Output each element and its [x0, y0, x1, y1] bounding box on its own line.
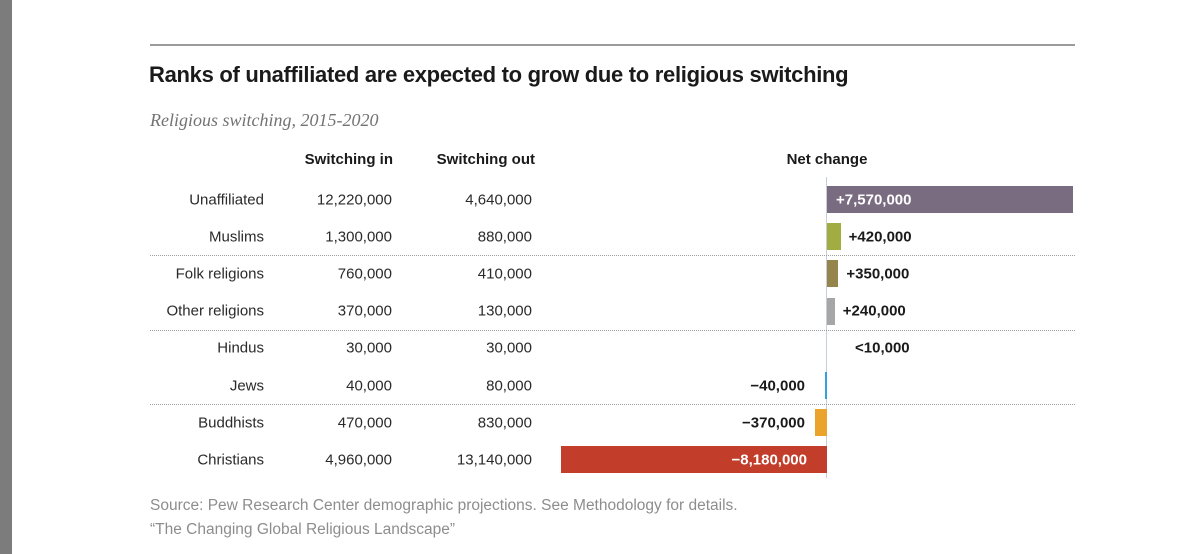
net-change-value: −370,000	[742, 414, 805, 432]
switching-in-value: 370,000	[337, 302, 392, 320]
chart-subtitle: Religious switching, 2015-2020	[150, 110, 379, 130]
table-row: Unaffiliated 12,220,000 4,640,000 +7,570…	[0, 181, 1199, 218]
net-change-bar	[827, 297, 835, 325]
religion-label: Christians	[197, 451, 264, 469]
net-change-bar	[825, 371, 827, 399]
dotted-separator	[150, 329, 1075, 331]
zero-axis-line	[826, 177, 827, 478]
table-row: Jews 40,000 80,000 −40,000	[0, 367, 1199, 404]
switching-in-value: 30,000	[346, 339, 392, 357]
religion-label: Buddhists	[198, 414, 264, 432]
switching-in-value: 470,000	[337, 414, 392, 432]
net-change-value: −8,180,000	[731, 451, 808, 469]
table-row: Folk religions 760,000 410,000 +350,000	[0, 255, 1199, 292]
religion-label: Folk religions	[175, 265, 264, 283]
net-change-value: −40,000	[750, 377, 805, 395]
religion-label: Unaffiliated	[189, 191, 264, 209]
net-change-bar	[827, 223, 841, 251]
citation-title: “The Changing Global Religious Landscape…	[150, 521, 456, 538]
switching-out-value: 80,000	[486, 377, 532, 395]
top-divider-rule	[150, 44, 1075, 46]
table-row: Hindus 30,000 30,000 <10,000	[0, 330, 1199, 367]
switching-out-value: 130,000	[477, 302, 532, 320]
net-change-value: +7,570,000	[836, 191, 912, 209]
religion-label: Hindus	[217, 339, 264, 357]
column-header-switching-out: Switching out	[436, 151, 535, 168]
switching-out-value: 4,640,000	[465, 191, 532, 209]
switching-out-value: 880,000	[477, 228, 532, 246]
net-change-value: <10,000	[855, 339, 910, 357]
switching-out-value: 13,140,000	[456, 451, 532, 469]
switching-in-value: 40,000	[346, 377, 392, 395]
dotted-separator	[150, 255, 1075, 257]
net-change-value: +420,000	[848, 228, 912, 246]
column-header-net-change: Net change	[786, 151, 868, 168]
net-change-bar	[827, 186, 1074, 213]
switching-in-value: 4,960,000	[325, 451, 392, 469]
table-row: Christians 4,960,000 13,140,000 −8,180,0…	[0, 441, 1199, 478]
net-change-bar	[561, 446, 827, 474]
column-header-switching-in: Switching in	[304, 151, 393, 168]
switching-in-value: 1,300,000	[325, 228, 392, 246]
net-change-bar	[814, 409, 827, 437]
switching-out-value: 410,000	[477, 265, 532, 283]
religion-label: Jews	[229, 377, 264, 395]
switching-in-value: 760,000	[337, 265, 392, 283]
switching-in-value: 12,220,000	[316, 191, 392, 209]
table-row: Other religions 370,000 130,000 +240,000	[0, 293, 1199, 330]
religion-label: Muslims	[209, 228, 264, 246]
net-change-value: +350,000	[846, 265, 910, 283]
window-edge-strip	[0, 0, 12, 554]
religion-label: Other religions	[166, 302, 264, 320]
table-rows-container: Unaffiliated 12,220,000 4,640,000 +7,570…	[0, 181, 1199, 479]
switching-out-value: 830,000	[477, 414, 532, 432]
source-note: Source: Pew Research Center demographic …	[150, 497, 738, 514]
net-change-bar	[827, 260, 839, 288]
net-change-value: +240,000	[842, 302, 906, 320]
table-row: Buddhists 470,000 830,000 −370,000	[0, 404, 1199, 441]
switching-out-value: 30,000	[486, 339, 532, 357]
dotted-separator	[150, 404, 1075, 406]
table-row: Muslims 1,300,000 880,000 +420,000	[0, 218, 1199, 255]
chart-title: Ranks of unaffiliated are expected to gr…	[149, 62, 849, 87]
